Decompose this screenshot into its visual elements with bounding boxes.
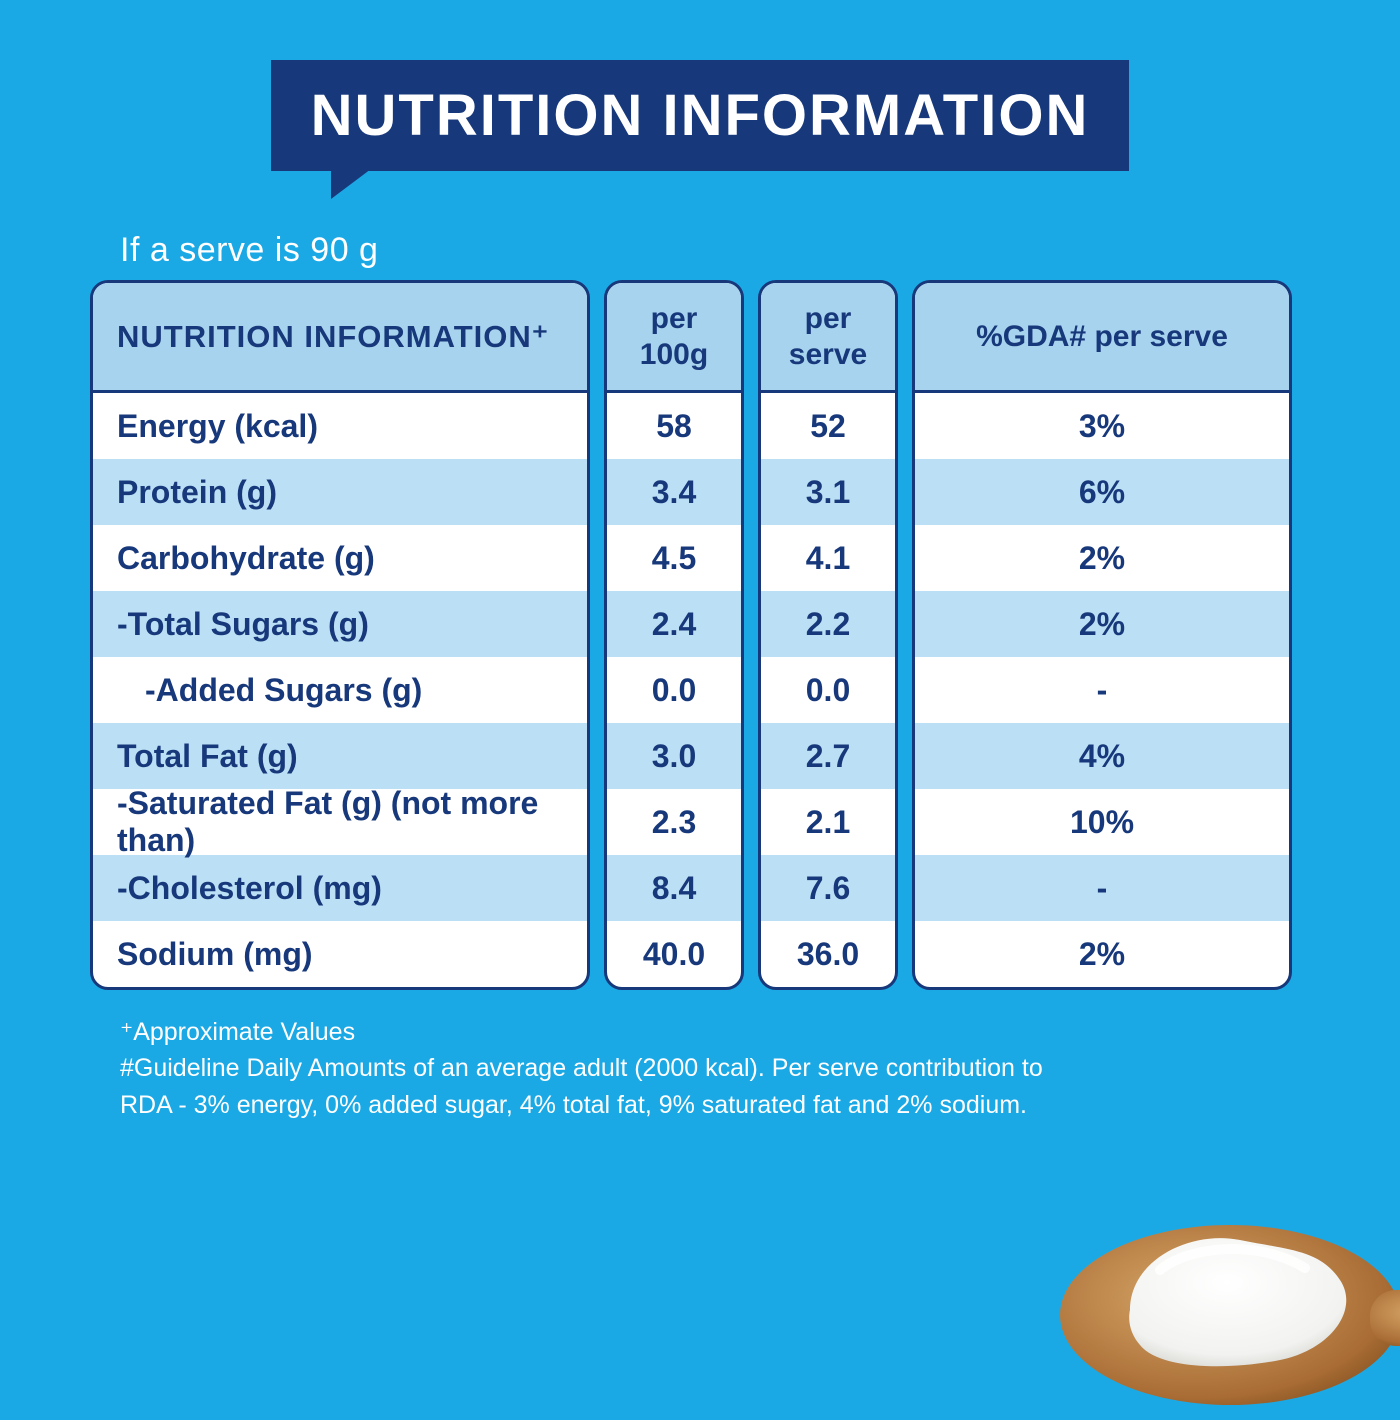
- table-cell: 2%: [915, 525, 1289, 591]
- table-cell: 8.4: [607, 855, 741, 921]
- table-cell: 2.1: [761, 789, 895, 855]
- table-row: -Total Sugars (g): [93, 591, 587, 657]
- column-gda: %GDA# per serve 3%6%2%2%-4%10%-2%: [912, 280, 1292, 990]
- column-per-serve: per serve 523.14.12.20.02.72.17.636.0: [758, 280, 898, 990]
- title-banner: NUTRITION INFORMATION: [271, 60, 1130, 171]
- column-header-per-100g: per 100g: [607, 283, 741, 393]
- footnotes: ⁺Approximate Values #Guideline Daily Amo…: [120, 1014, 1100, 1123]
- column-nutrient: NUTRITION INFORMATION⁺ Energy (kcal)Prot…: [90, 280, 590, 990]
- table-row: Carbohydrate (g): [93, 525, 587, 591]
- footnote-gda: #Guideline Daily Amounts of an average a…: [120, 1050, 1100, 1123]
- table-cell: 3.0: [607, 723, 741, 789]
- nutrition-table: NUTRITION INFORMATION⁺ Energy (kcal)Prot…: [90, 280, 1310, 990]
- table-cell: 4%: [915, 723, 1289, 789]
- table-cell: 2.4: [607, 591, 741, 657]
- table-row: -Saturated Fat (g) (not more than): [93, 789, 587, 855]
- table-row: -Cholesterol (mg): [93, 855, 587, 921]
- table-cell: 58: [607, 393, 741, 459]
- table-cell: -: [915, 855, 1289, 921]
- table-cell: 2%: [915, 921, 1289, 987]
- table-row: Sodium (mg): [93, 921, 587, 987]
- table-cell: 2%: [915, 591, 1289, 657]
- table-cell: 40.0: [607, 921, 741, 987]
- table-cell: 2.7: [761, 723, 895, 789]
- table-cell: 4.1: [761, 525, 895, 591]
- table-cell: 52: [761, 393, 895, 459]
- table-cell: 0.0: [761, 657, 895, 723]
- table-cell: 3%: [915, 393, 1289, 459]
- table-cell: 4.5: [607, 525, 741, 591]
- serve-size-line: If a serve is 90 g: [120, 231, 1310, 270]
- column-header-gda: %GDA# per serve: [915, 283, 1289, 393]
- table-row: Protein (g): [93, 459, 587, 525]
- table-cell: 2.3: [607, 789, 741, 855]
- table-cell: 3.1: [761, 459, 895, 525]
- table-cell: 2.2: [761, 591, 895, 657]
- footnote-approx: ⁺Approximate Values: [120, 1014, 1100, 1050]
- table-row: -Added Sugars (g): [93, 657, 587, 723]
- table-row: Energy (kcal): [93, 393, 587, 459]
- table-row: Total Fat (g): [93, 723, 587, 789]
- column-header-nutrient: NUTRITION INFORMATION⁺: [93, 283, 587, 393]
- table-cell: 36.0: [761, 921, 895, 987]
- table-cell: -: [915, 657, 1289, 723]
- spoon-image: [1010, 1160, 1400, 1420]
- table-cell: 6%: [915, 459, 1289, 525]
- table-cell: 7.6: [761, 855, 895, 921]
- nutrition-panel: NUTRITION INFORMATION If a serve is 90 g…: [0, 0, 1400, 1400]
- table-cell: 10%: [915, 789, 1289, 855]
- table-cell: 0.0: [607, 657, 741, 723]
- column-per-100g: per 100g 583.44.52.40.03.02.38.440.0: [604, 280, 744, 990]
- column-header-per-serve: per serve: [761, 283, 895, 393]
- table-cell: 3.4: [607, 459, 741, 525]
